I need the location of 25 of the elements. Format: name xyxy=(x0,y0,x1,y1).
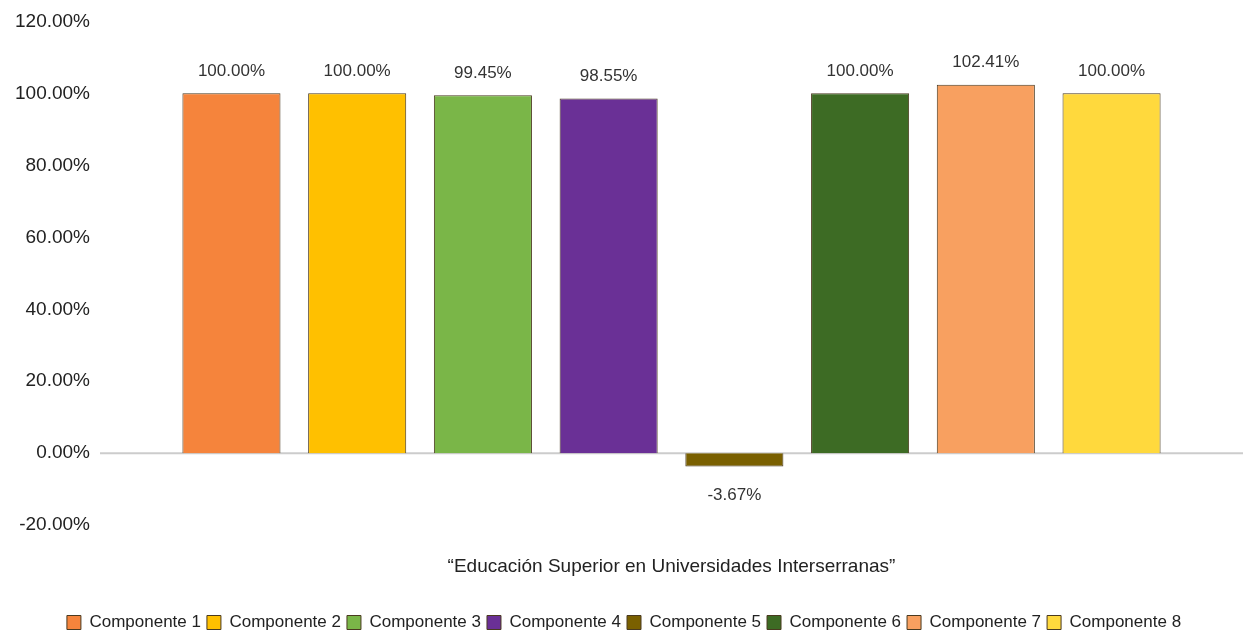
data-label: 102.41% xyxy=(952,51,1020,71)
legend-label: Componente 3 xyxy=(369,612,481,632)
data-label: 98.55% xyxy=(579,65,638,85)
data-label: 100.00% xyxy=(1077,60,1146,80)
y-tick-label: 120.00% xyxy=(14,9,91,31)
data-label: 100.00% xyxy=(197,60,266,80)
y-tick-label: 0.00% xyxy=(36,441,91,463)
data-label: 99.45% xyxy=(454,62,512,82)
y-tick-label: -20.00% xyxy=(19,513,91,535)
legend-label: Componente 5 xyxy=(649,612,762,632)
data-label: 100.00% xyxy=(323,60,391,80)
legend-label: Componente 2 xyxy=(229,612,341,632)
legend-label: Componente 1 xyxy=(89,612,201,632)
y-tick-label: 100.00% xyxy=(14,81,91,103)
legend-label: Componente 7 xyxy=(929,612,1042,632)
x-tick-label: “Educación Superior en Universidades Interserranas” xyxy=(447,554,896,576)
y-tick-label: 40.00% xyxy=(25,297,91,319)
data-label: 100.00% xyxy=(826,60,894,80)
legend-label: Componente 4 xyxy=(509,612,622,632)
y-tick-label: 20.00% xyxy=(25,369,91,391)
y-tick-label: 80.00% xyxy=(25,153,91,175)
data-label: -3.67% xyxy=(707,484,762,504)
legend-label: Componente 8 xyxy=(1069,612,1182,632)
y-tick-label: 60.00% xyxy=(25,225,91,247)
legend-label: Componente 6 xyxy=(789,612,902,632)
